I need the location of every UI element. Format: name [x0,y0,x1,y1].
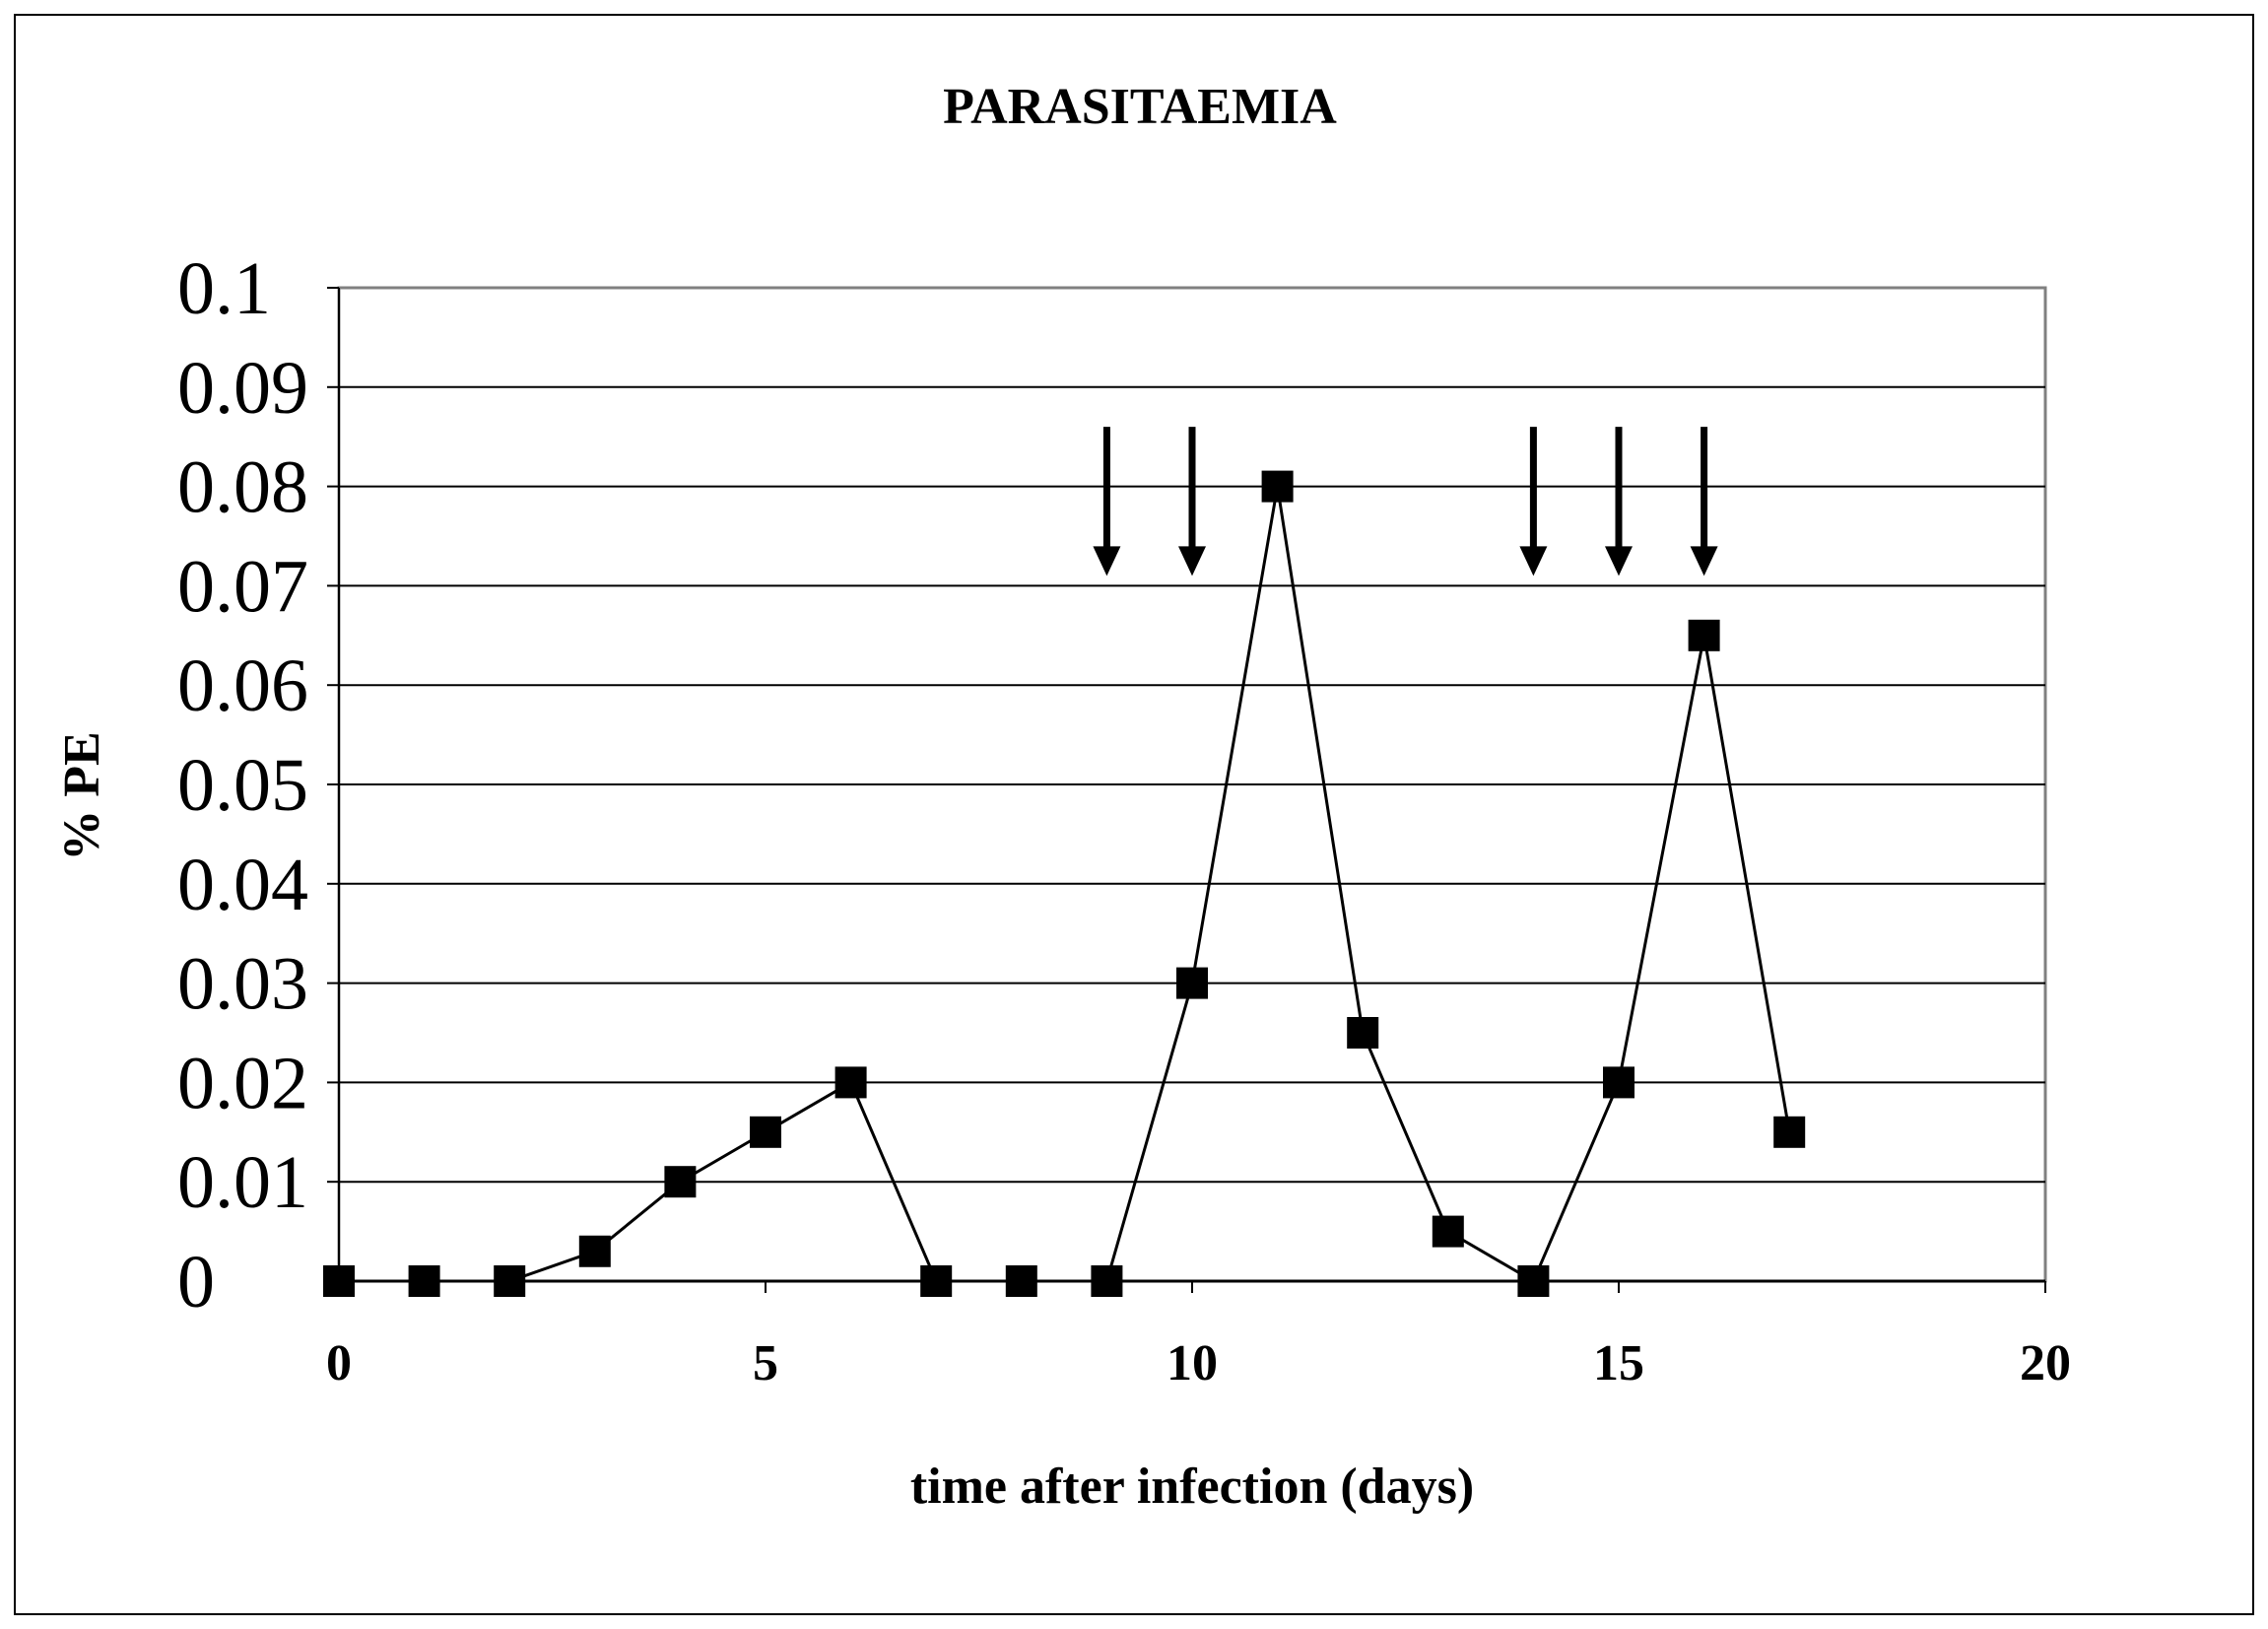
data-point-5 [750,1116,781,1148]
x-tick-label-1: 5 [753,1335,778,1391]
y-tick-label-9: 0.09 [177,347,308,430]
data-point-15 [1603,1066,1634,1099]
data-point-2 [494,1265,526,1297]
y-tick-label-2: 0.02 [177,1042,308,1124]
data-point-9 [1091,1265,1123,1297]
y-tick-label-3: 0.03 [177,943,308,1026]
data-point-10 [1176,967,1208,999]
arrow-head-2 [1519,546,1548,577]
arrow-head-0 [1093,546,1121,577]
y-tick-label-0: 0 [177,1241,215,1324]
x-tick-label-4: 20 [2020,1335,2071,1391]
x-tick-label-2: 10 [1167,1335,1218,1391]
chart-frame [14,14,2254,1615]
data-point-17 [1773,1116,1806,1148]
y-tick-label-10: 0.1 [177,247,271,330]
data-point-7 [920,1265,953,1297]
y-tick-label-5: 0.05 [177,744,308,827]
y-axis-label: % PE [54,731,110,860]
data-point-6 [834,1066,867,1099]
x-tick-label-0: 0 [326,1335,352,1391]
arrow-head-1 [1178,546,1206,577]
data-point-0 [323,1265,355,1297]
data-point-14 [1517,1265,1550,1297]
data-point-8 [1005,1265,1037,1297]
plot-area: 0 0.01 0.02 0.03 0.04 0.05 0.06 0.07 0.08 0.09 0.1… [177,247,2071,1391]
y-tick-label-8: 0.08 [177,446,308,529]
arrow-head-4 [1690,546,1718,577]
x-axis-label: time after infection (days) [910,1459,1474,1515]
arrow-head-3 [1605,546,1633,577]
y-tick-label-7: 0.07 [177,545,308,628]
data-point-1 [408,1265,440,1297]
data-point-4 [664,1166,697,1198]
chart-title: PARASITAEMIA [943,79,1337,135]
data-point-3 [578,1235,611,1267]
y-tick-label-1: 0.01 [177,1141,308,1224]
data-point-11 [1261,470,1294,503]
y-tick-label-4: 0.04 [177,844,308,926]
y-tick-label-6: 0.06 [177,645,308,727]
data-point-16 [1688,619,1720,651]
data-point-12 [1347,1017,1379,1049]
data-point-13 [1432,1215,1464,1248]
x-tick-label-3: 15 [1593,1335,1644,1391]
